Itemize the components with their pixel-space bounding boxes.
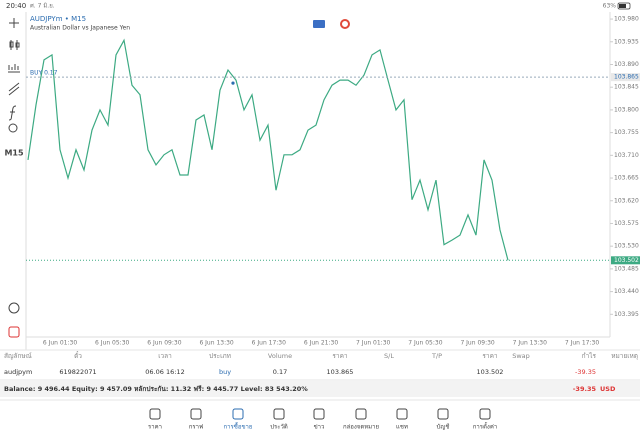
nav-label[interactable]: การซื้อขาย [224, 421, 253, 431]
y-tick-label: 103.485 [614, 265, 639, 272]
bid-price-box [611, 256, 640, 265]
y-tick-label: 103.980 [614, 16, 639, 23]
x-tick-label: 6 Jun 13:30 [199, 340, 233, 347]
nav-icon[interactable] [273, 408, 285, 420]
x-tick-label: 7 Jun 13:30 [513, 340, 547, 347]
status-date: ศ. 7 มิ.ย. [30, 3, 55, 10]
zoom-tool[interactable] [8, 302, 20, 314]
table-header: ราคา [332, 352, 347, 360]
last-point [231, 81, 235, 85]
table-header: กำไร [582, 352, 597, 360]
y-tick-label: 103.800 [614, 106, 639, 113]
signal-button[interactable] [340, 19, 350, 29]
nav-icon[interactable] [479, 408, 491, 420]
table-cell: -39.35 [575, 368, 596, 376]
nav-label[interactable]: ราคา [148, 424, 162, 431]
y-tick-label: 103.845 [614, 84, 639, 91]
table-header: T/P [431, 352, 442, 360]
nav-icon[interactable] [313, 408, 325, 420]
y-tick-label: 103.710 [614, 152, 639, 159]
battery-level [619, 4, 626, 8]
table-cell: 06.06 16:12 [145, 368, 184, 376]
nav-label[interactable]: บัญชี [437, 423, 450, 431]
x-tick-label: 6 Jun 05:30 [95, 340, 129, 347]
nav-icon[interactable] [396, 408, 408, 420]
table-cell: 0.17 [273, 368, 287, 376]
nav-label[interactable]: การตั้งค่า [473, 421, 497, 431]
table-cell: 103.865 [327, 368, 354, 376]
crosshair-tool[interactable] [9, 18, 19, 28]
nav-label[interactable]: กล่องจดหมาย [343, 424, 379, 431]
buy-label: BUY 0.17 [30, 70, 58, 77]
table-header: ตั๋ว [74, 351, 82, 360]
balance-text: Balance: 9 496.44 Equity: 9 457.09 หลักป… [4, 385, 308, 393]
lines-tool[interactable] [8, 82, 20, 96]
nav-icon[interactable] [149, 408, 161, 420]
app-icon[interactable] [8, 326, 20, 338]
x-tick-label: 7 Jun 01:30 [356, 340, 390, 347]
y-tick-label: 103.440 [614, 288, 639, 295]
balance-bar [0, 381, 640, 397]
x-tick-label: 6 Jun 21:30 [304, 340, 338, 347]
timeframe[interactable]: M15 [4, 149, 24, 158]
balance-profit: -39.35 [573, 385, 597, 393]
chart-title: AUDJPYm • M15 [30, 15, 86, 23]
left-toolbar [8, 18, 20, 338]
y-tick-label: 103.665 [614, 175, 639, 182]
nav-icon[interactable] [190, 408, 202, 420]
battery-icon [617, 2, 631, 10]
table-header: หมายเหตุ [611, 352, 638, 360]
y-tick-label: 103.575 [614, 220, 639, 227]
nav-icon[interactable] [355, 408, 367, 420]
x-tick-label: 7 Jun 09:30 [460, 340, 494, 347]
table-cell: 619822071 [59, 368, 96, 376]
chart-subtitle: Australian Dollar vs Japanese Yen [30, 25, 130, 32]
x-tick-label: 6 Jun 01:30 [43, 340, 77, 347]
nav-icon[interactable] [232, 408, 244, 420]
table-cell: 103.502 [477, 368, 504, 376]
table-header: Volume [268, 352, 292, 360]
bid-price-label: 103.502 [614, 257, 639, 264]
y-tick-label: 103.530 [614, 243, 639, 250]
buy-price-label: 103.865 [614, 74, 639, 81]
status-time: 20:40 [6, 2, 26, 10]
nav-label[interactable]: แชท [396, 424, 408, 431]
y-tick-label: 103.395 [614, 311, 639, 318]
indicator-tool[interactable] [9, 40, 20, 50]
price-line [27, 38, 509, 261]
y-tick-label: 103.935 [614, 38, 639, 45]
nav-icon[interactable] [437, 408, 449, 420]
nav-label[interactable]: กราฟ [189, 424, 203, 431]
table-header: S/L [384, 352, 394, 360]
table-header: Swap [512, 352, 530, 360]
y-tick-label: 103.890 [614, 61, 639, 68]
table-header: สัญลักษณ์ [4, 352, 32, 360]
table-header: ประเภท [209, 352, 231, 360]
nav-label[interactable]: ประวัติ [270, 424, 288, 431]
x-tick-label: 7 Jun 05:30 [408, 340, 442, 347]
y-tick-label: 103.755 [614, 129, 639, 136]
table-header: ราคา [482, 352, 497, 360]
nav-label[interactable]: ข่าว [314, 424, 325, 431]
x-tick-label: 6 Jun 09:30 [147, 340, 181, 347]
y-tick-label: 103.620 [614, 197, 639, 204]
one-click-button[interactable] [313, 20, 325, 28]
objects-tool[interactable] [8, 123, 18, 133]
x-tick-label: 6 Jun 17:30 [252, 340, 286, 347]
function-tool[interactable] [8, 105, 17, 121]
buy-price-box [611, 73, 640, 82]
table-header: เวลา [158, 352, 172, 360]
x-tick-label: 7 Jun 17:30 [565, 340, 599, 347]
table-cell: buy [219, 368, 231, 376]
table-cell: audjpym [4, 368, 32, 376]
balance-currency: USD [600, 385, 616, 393]
volume-tool[interactable] [8, 64, 20, 73]
status-battery: 63% [603, 3, 617, 10]
